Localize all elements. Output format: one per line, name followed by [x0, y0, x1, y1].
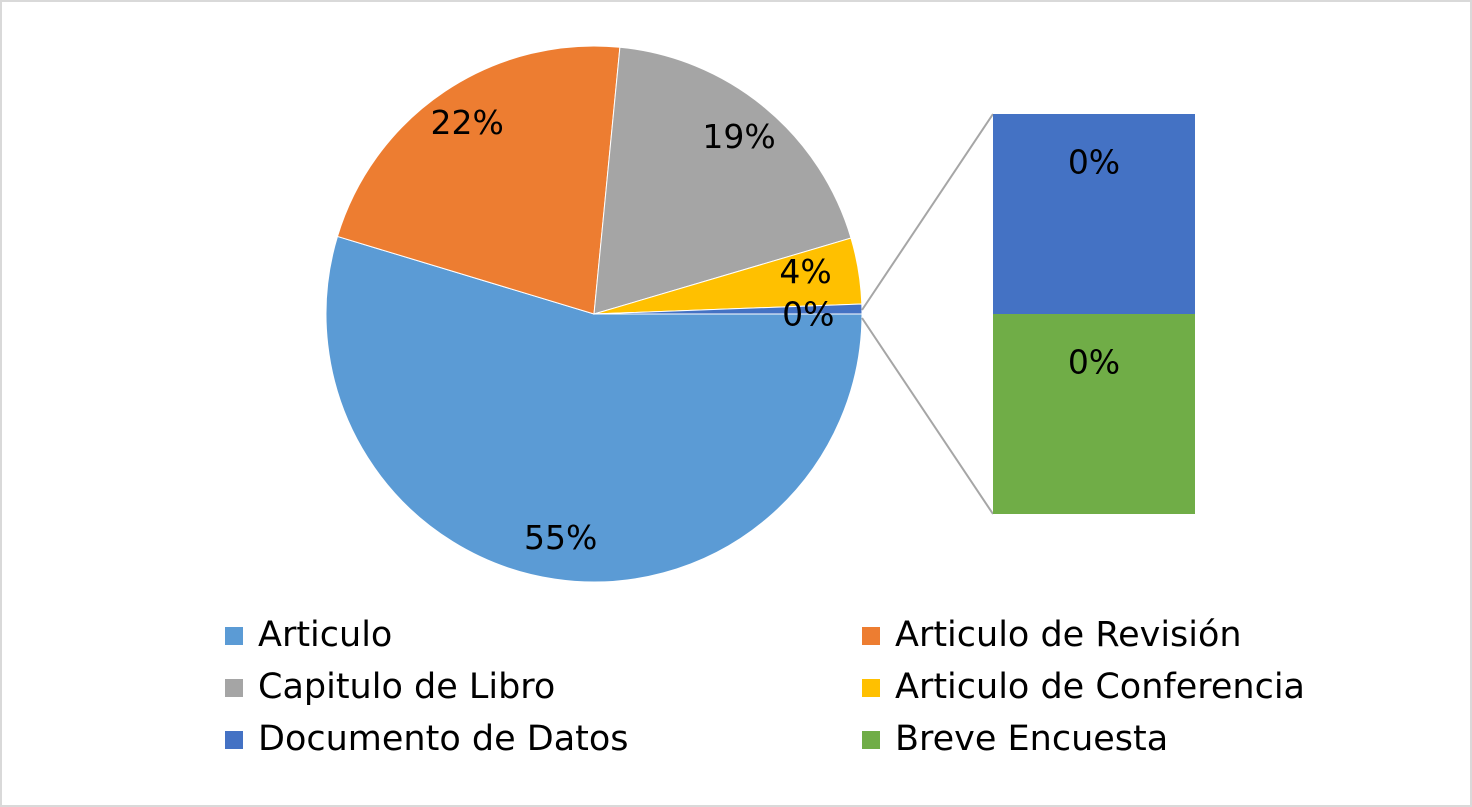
connector — [861, 317, 994, 515]
legend-swatch — [862, 627, 880, 645]
bar-segment — [993, 314, 1195, 514]
pie-slice — [336, 45, 621, 315]
legend-swatch — [225, 731, 243, 749]
pie-slice — [593, 46, 852, 315]
data-label: 0% — [782, 294, 834, 333]
data-label: 55% — [524, 518, 597, 557]
legend-swatch — [225, 679, 243, 697]
legend-label: Articulo de Revisión — [895, 615, 1242, 655]
data-label: 0% — [1068, 143, 1120, 182]
legend-label: Articulo de Conferencia — [895, 667, 1305, 707]
bar-segment — [993, 114, 1195, 314]
legend-label: Capitulo de Libro — [258, 667, 555, 707]
data-label: 4% — [779, 252, 831, 291]
legend-swatch — [862, 679, 880, 697]
legend-label: Breve Encuesta — [895, 719, 1168, 759]
pie-slice — [325, 235, 863, 583]
data-label: 19% — [702, 117, 775, 156]
legend-label: Articulo — [258, 615, 392, 655]
legend-swatch — [225, 627, 243, 645]
legend-label: Documento de Datos — [258, 719, 629, 759]
data-label: 22% — [431, 103, 504, 142]
data-label: 0% — [1068, 343, 1120, 382]
connector — [861, 113, 994, 311]
legend-swatch — [862, 731, 880, 749]
